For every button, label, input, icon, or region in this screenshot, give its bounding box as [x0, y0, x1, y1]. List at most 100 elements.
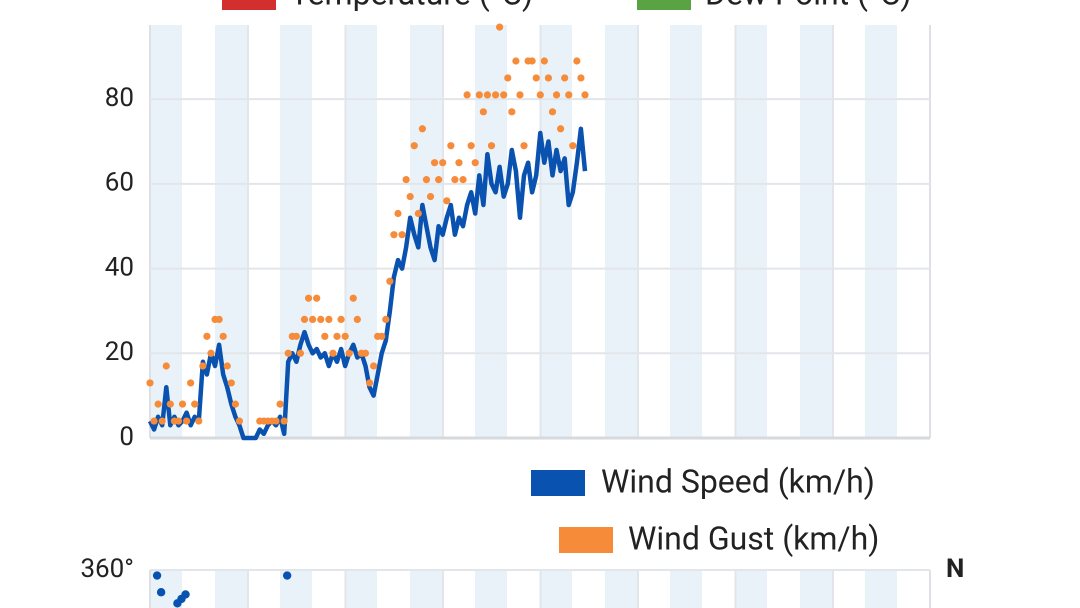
gust-dot — [479, 108, 487, 116]
gust-dot — [296, 349, 305, 357]
right-tick-label: N — [946, 554, 964, 584]
gust-dot — [504, 74, 512, 82]
gust-dot — [573, 57, 581, 65]
stripe — [865, 570, 897, 608]
stripe — [475, 25, 507, 438]
stripe — [865, 25, 897, 438]
y-tick-label: 40 — [105, 252, 134, 282]
gust-dot — [272, 417, 280, 425]
legend-swatch — [637, 0, 691, 10]
stripe — [605, 570, 637, 608]
gust-dot — [378, 332, 386, 340]
gust-dot — [528, 57, 536, 65]
legend-label: Temperature (°C) — [290, 0, 533, 12]
gust-dot — [207, 349, 215, 357]
gust-dot — [455, 159, 463, 167]
stripe — [540, 25, 572, 438]
gust-dot — [166, 400, 174, 408]
gust-dot — [565, 91, 573, 99]
gust-dot — [557, 125, 565, 133]
legend-label: Wind Gust (km/h) — [628, 519, 879, 557]
gust-dot — [390, 231, 398, 239]
gust-dot — [341, 332, 349, 340]
gust-dot — [150, 417, 158, 425]
gust-dot — [418, 125, 426, 133]
gust-dot — [284, 349, 292, 357]
gust-dot — [162, 362, 170, 370]
gust-dot — [321, 332, 329, 340]
gust-dot — [235, 417, 244, 425]
gust-dot — [203, 332, 211, 340]
gust-dot — [447, 142, 455, 150]
gust-dot — [191, 400, 199, 408]
gust-dot — [219, 332, 227, 340]
gust-dot — [361, 349, 370, 357]
stripe — [735, 25, 767, 438]
direction-dot — [156, 588, 166, 597]
gust-dot — [369, 362, 378, 370]
gust-dot — [512, 57, 520, 65]
gust-dot — [365, 379, 374, 387]
gust-dot — [304, 294, 313, 302]
gust-dot — [227, 379, 235, 387]
gust-dot — [333, 332, 341, 340]
stripe — [735, 570, 767, 608]
stripe — [800, 25, 832, 438]
gust-dot — [435, 176, 443, 184]
gust-dot — [158, 417, 166, 425]
stripe — [605, 25, 637, 438]
gust-dot — [426, 192, 435, 201]
gust-dot — [422, 176, 431, 184]
gust-dot — [292, 332, 300, 340]
gust-dot — [313, 294, 321, 302]
stripe — [800, 570, 832, 608]
gust-dot — [459, 176, 467, 184]
gust-dot — [552, 91, 561, 99]
direction-dot — [181, 590, 190, 599]
stripe — [475, 570, 507, 608]
legend-swatch — [531, 470, 585, 496]
stripe — [670, 25, 702, 438]
gust-dot — [325, 315, 333, 323]
gust-dot — [300, 315, 309, 323]
gust-dot — [451, 176, 459, 184]
gust-dot — [398, 231, 406, 239]
stripe — [670, 570, 702, 608]
gust-dot — [500, 91, 508, 99]
gust-dot — [508, 108, 516, 116]
gust-dot — [443, 197, 451, 205]
gust-dot — [215, 315, 223, 323]
gust-dot — [463, 91, 471, 99]
gust-dot — [540, 57, 548, 65]
stripe — [215, 25, 247, 438]
gust-dot — [548, 108, 557, 116]
gust-dot — [471, 159, 479, 167]
gust-dot — [337, 315, 345, 323]
gust-dot — [353, 315, 361, 323]
gust-dot — [536, 91, 544, 99]
gust-dot — [280, 417, 288, 425]
gust-dot — [386, 277, 394, 285]
gust-dot — [561, 74, 569, 82]
gust-dot — [569, 142, 577, 150]
gust-dot — [231, 400, 239, 408]
gust-dot — [174, 417, 183, 425]
direction-dot — [152, 571, 162, 580]
gust-dot — [532, 74, 540, 82]
gust-dot — [402, 176, 410, 184]
gust-dot — [223, 362, 231, 370]
legend-label: Dew Point (°C) — [705, 0, 912, 12]
y-tick-label: 60 — [105, 168, 134, 198]
stripe — [215, 570, 247, 608]
gust-dot — [382, 315, 390, 323]
gust-dot — [516, 91, 524, 99]
gust-dot — [146, 379, 154, 387]
gust-dot — [430, 159, 439, 167]
gust-dot — [349, 294, 357, 302]
gust-dot — [309, 315, 317, 323]
y-tick-label: 0 — [119, 422, 134, 452]
stripe — [540, 570, 572, 608]
gust-dot — [410, 142, 418, 150]
gust-dot — [483, 91, 492, 99]
